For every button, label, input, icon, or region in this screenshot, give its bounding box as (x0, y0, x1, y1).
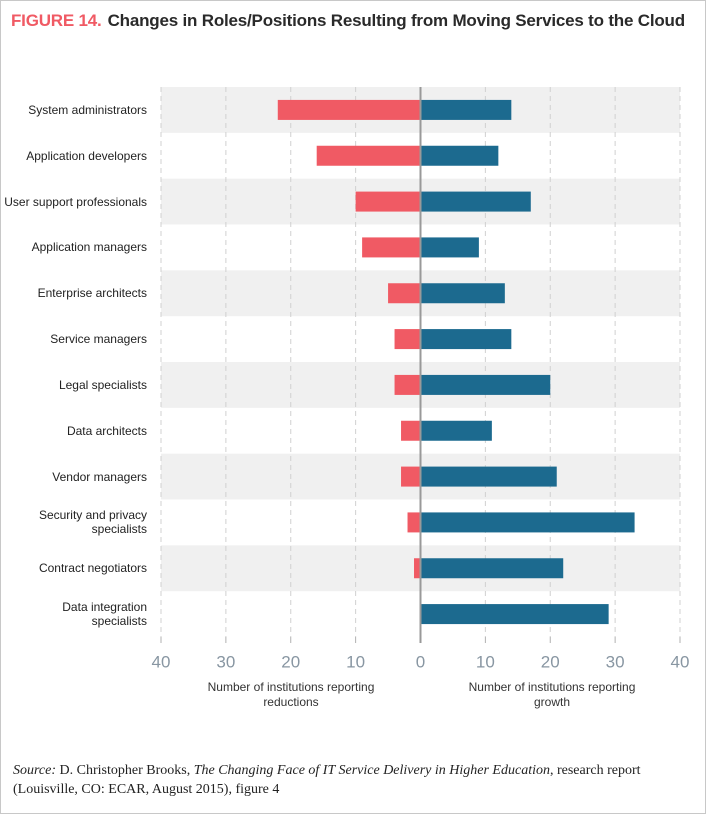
bar (420, 420, 492, 441)
bar (414, 558, 421, 579)
x-tick-label: 30 (216, 652, 235, 671)
x-tick-label: 40 (671, 652, 690, 671)
bar (394, 374, 421, 395)
category-label: Application managers (31, 240, 147, 255)
x-tick-label: 30 (606, 652, 625, 671)
x-tick-label: 10 (476, 652, 495, 671)
x-tick-label: 20 (281, 652, 300, 671)
x-axis-title: Number of institutions reporting growth (468, 680, 636, 709)
category-label: Security and privacy specialists (38, 508, 147, 537)
source-label: Source: (13, 763, 57, 778)
x-axis-title: Number of institutions reporting reducti… (207, 680, 375, 709)
category-label: Data architects (66, 423, 147, 438)
bar (420, 283, 505, 304)
bar (420, 604, 609, 625)
bar (420, 329, 512, 350)
bar (420, 374, 551, 395)
category-label: Vendor managers (52, 469, 147, 484)
bar (277, 99, 421, 120)
bar (362, 237, 421, 258)
category-label: Contract negotiators (38, 561, 147, 576)
bar (420, 191, 531, 212)
bar (407, 512, 421, 533)
bar (355, 191, 421, 212)
bar (401, 466, 421, 487)
category-label: Legal specialists (58, 377, 147, 392)
category-label: Enterprise architects (37, 286, 147, 301)
bar (388, 283, 421, 304)
source-work: The Changing Face of IT Service Delivery… (193, 763, 550, 778)
source-note: Source: D. Christopher Brooks, The Chang… (13, 761, 693, 799)
category-label: Data integration specialists (62, 600, 147, 629)
bar (401, 420, 421, 441)
bar (316, 145, 421, 166)
bar (420, 145, 499, 166)
x-tick-label: 10 (346, 652, 365, 671)
bar (394, 329, 421, 350)
bar (420, 512, 635, 533)
category-label: Service managers (50, 332, 147, 347)
category-label: System administrators (28, 102, 147, 117)
bar (420, 99, 512, 120)
source-details: , research report (Louisville, CO: ECAR,… (13, 763, 641, 797)
bar (420, 237, 479, 258)
title: FIGURE 14. Changes in Roles/Positions Res… (11, 11, 685, 31)
x-tick-label: 40 (152, 652, 171, 671)
bar (420, 558, 564, 579)
category-label: User support professionals (4, 194, 147, 209)
x-tick-label: 20 (541, 652, 560, 671)
category-label: Application developers (26, 148, 147, 163)
x-tick-label: 0 (416, 652, 425, 671)
chart-title: Changes in Roles/Positions Resulting fro… (107, 11, 686, 30)
bar (420, 466, 557, 487)
source-author: D. Christopher Brooks, (59, 763, 191, 778)
figure-label: FIGURE 14. (11, 11, 102, 30)
